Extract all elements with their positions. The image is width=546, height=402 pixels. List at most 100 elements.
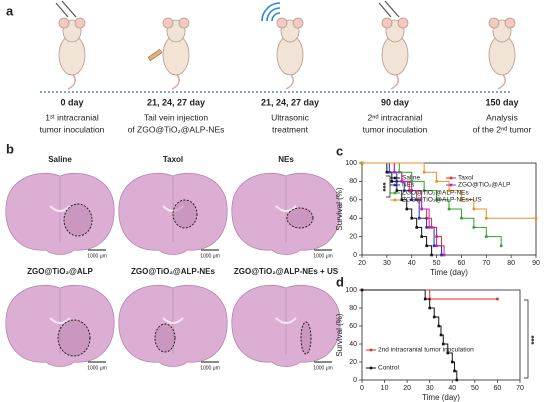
- survival-point: [410, 198, 414, 202]
- survival-point: [425, 226, 428, 229]
- x-tick-label: 10: [381, 385, 389, 392]
- survival-point: [460, 198, 463, 202]
- survival-step-line: [362, 162, 445, 255]
- timeline-description: Ultrasonic: [271, 112, 310, 122]
- plot-frame: [361, 289, 521, 381]
- timeline-description: of ZGO@TiO₂@ALP-NEs: [128, 124, 225, 134]
- tumor-outline: [300, 321, 312, 355]
- scissors-icon: [55, 0, 77, 18]
- brain-title: Taxol: [163, 155, 183, 164]
- x-tick-label: 70: [482, 260, 490, 267]
- y-tick-label: 20: [349, 233, 357, 240]
- x-tick-label: 60: [458, 260, 466, 267]
- scale-label: 1000 μm: [200, 365, 220, 371]
- y-tick-label: 20: [349, 359, 357, 366]
- y-axis-label: Survival (%): [335, 313, 344, 356]
- survival-point: [410, 180, 414, 183]
- survival-point: [441, 342, 445, 346]
- survival-step-line: [362, 289, 498, 300]
- survival-point: [442, 253, 446, 257]
- x-tick-label: 40: [408, 260, 416, 267]
- mouse-ear: [397, 17, 409, 29]
- survival-point: [385, 170, 389, 174]
- survival-point: [417, 216, 421, 220]
- survival-point: [405, 207, 409, 211]
- survival-point: [460, 216, 463, 220]
- legend-label: ZGO@TiO₂@ALP: [458, 182, 510, 189]
- survival-point: [422, 170, 426, 174]
- y-tick-label: 80: [349, 178, 357, 185]
- x-tick-label: 0: [360, 385, 364, 392]
- y-tick-label: 0: [353, 377, 357, 384]
- survival-point: [450, 360, 454, 364]
- scissors-icon: [378, 0, 400, 18]
- panel-label: b: [6, 141, 14, 156]
- mouse-ear: [504, 17, 516, 29]
- legend-marker: [393, 198, 397, 202]
- y-tick-label: 80: [349, 305, 357, 312]
- mouse-ear: [58, 17, 70, 29]
- panel-label: c: [336, 143, 343, 158]
- survival-point: [415, 226, 418, 229]
- significance-mark: ***: [530, 334, 539, 344]
- x-tick-label: 60: [494, 385, 502, 392]
- scale-label: 1000 μm: [313, 365, 333, 371]
- brain-section: [231, 172, 341, 255]
- survival-point: [484, 235, 488, 238]
- mouse-icon: [147, 17, 190, 90]
- survival-point: [400, 198, 404, 202]
- mouse-ear: [276, 17, 288, 29]
- legend-marker: [369, 348, 373, 352]
- tumor-outline: [286, 207, 314, 229]
- survival-point: [440, 253, 443, 257]
- mouse-ear: [292, 17, 304, 29]
- legend-marker: [393, 183, 397, 187]
- brain-title: NEs: [278, 155, 294, 164]
- timeline-day: 21, 24, 27 day: [261, 97, 319, 107]
- survival-step-line: [362, 162, 502, 246]
- brain-ventricle: [49, 317, 71, 324]
- survival-point: [360, 288, 364, 292]
- survival-point: [432, 315, 436, 319]
- mouse-tail: [171, 72, 180, 90]
- timeline-description: tumor inoculation: [40, 124, 105, 134]
- mouse-tail: [390, 72, 399, 90]
- scale-label: 1000 μm: [87, 253, 107, 259]
- mouse-icon: [488, 17, 516, 90]
- timeline-day: 90 day: [381, 97, 409, 107]
- mouse-tail: [67, 72, 76, 90]
- brain-title: ZGO@TiO₂@ALP: [27, 267, 93, 276]
- brain-section: [5, 172, 115, 255]
- mouse-ear: [381, 17, 393, 29]
- panel-label: d: [336, 274, 344, 289]
- significance-bracket: [524, 299, 529, 379]
- tumor-outline: [63, 203, 93, 237]
- survival-point: [427, 226, 431, 229]
- survival-point: [447, 189, 451, 192]
- survival-point: [534, 216, 538, 220]
- survival-point: [397, 170, 401, 174]
- x-tick-label: 30: [383, 260, 391, 267]
- mouse-ear: [74, 17, 86, 29]
- survival-point: [390, 180, 394, 183]
- survival-step-line: [362, 289, 458, 380]
- timeline-description: Tail vein injection: [144, 112, 209, 122]
- x-tick-label: 20: [403, 385, 411, 392]
- timeline-description: Analysis: [486, 112, 518, 122]
- x-tick-label: 80: [507, 260, 515, 267]
- legend-marker: [449, 183, 453, 187]
- legend-label: ZGO@TiO₂@ALP-NEs+US: [402, 197, 482, 204]
- brain-ventricle: [275, 205, 297, 212]
- legend-label: ZGO@TiO₂@ALP-NEs: [402, 190, 470, 197]
- survival-point: [499, 244, 503, 248]
- timeline-description: 1ˢᵗ intracranial: [45, 112, 99, 122]
- survival-point: [422, 189, 426, 192]
- plot-frame: [361, 162, 537, 256]
- y-axis-label: Survival (%): [335, 187, 344, 230]
- survival-point: [484, 216, 488, 220]
- scale-label: 1000 μm: [87, 365, 107, 371]
- timeline-description: tumor inoculation: [363, 124, 428, 134]
- x-tick-label: 50: [433, 260, 441, 267]
- legend-marker: [393, 191, 397, 195]
- mouse-icon: [261, 2, 304, 90]
